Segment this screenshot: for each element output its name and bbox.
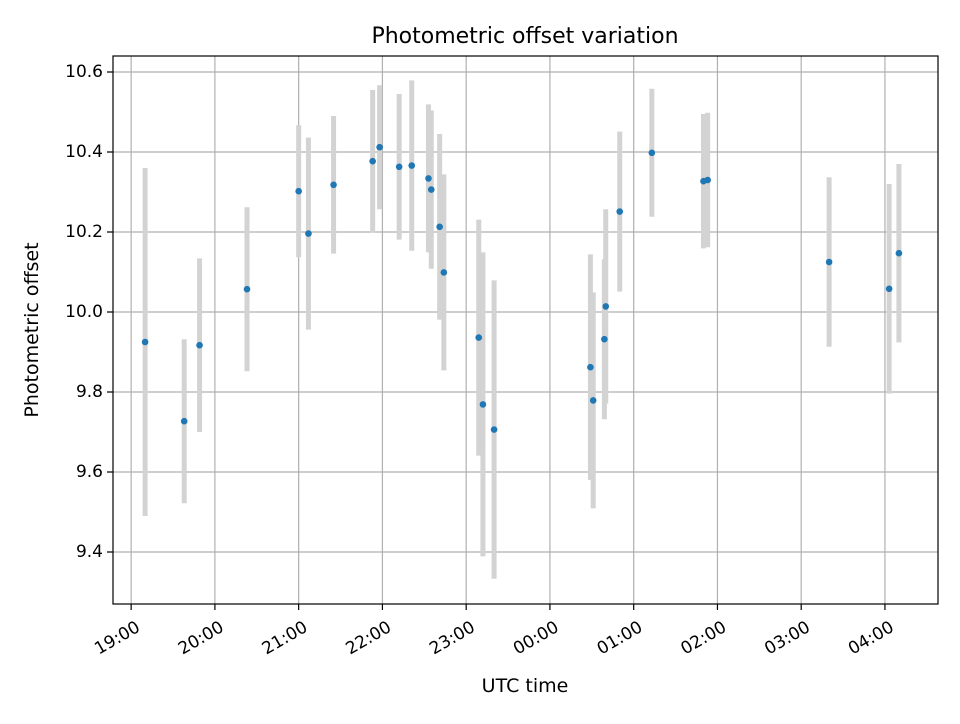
data-point — [408, 162, 416, 169]
data-point — [427, 186, 435, 193]
data-point — [648, 149, 656, 157]
data-point — [305, 230, 312, 237]
data-point — [180, 417, 188, 425]
y-axis-ticks: 9.4 9.6 9.8 10.0 10.2 10.4 10.6 — [65, 62, 113, 562]
data-point — [196, 341, 203, 349]
data-point — [589, 397, 597, 404]
x-axis-label: UTC time — [482, 675, 569, 697]
y-tick-label: 9.6 — [76, 462, 103, 482]
y-tick-label: 10.2 — [65, 222, 103, 242]
data-point — [490, 426, 498, 433]
y-tick-label: 10.4 — [65, 142, 103, 162]
data-point — [369, 157, 376, 165]
data-point — [895, 249, 903, 257]
data-points — [141, 143, 903, 433]
data-point — [436, 223, 443, 231]
data-point — [479, 401, 487, 408]
y-tick-label: 9.4 — [76, 542, 103, 562]
y-tick-label: 10.0 — [65, 302, 103, 322]
data-point — [587, 363, 594, 371]
data-point — [330, 181, 337, 189]
data-point — [295, 187, 302, 195]
data-point — [243, 285, 251, 293]
y-tick-label: 9.8 — [76, 382, 103, 402]
data-point — [395, 163, 403, 171]
data-point — [825, 258, 833, 266]
data-point — [141, 338, 149, 346]
data-point — [616, 208, 624, 215]
data-point — [376, 143, 383, 151]
data-point — [602, 303, 610, 310]
data-point — [475, 334, 483, 341]
y-axis-label: Photometric offset — [21, 242, 43, 417]
data-point — [440, 269, 448, 276]
chart-title: Photometric offset variation — [371, 24, 678, 49]
data-point — [704, 176, 711, 184]
y-tick-label: 10.6 — [65, 62, 103, 82]
data-point — [601, 335, 608, 343]
plot-area-frame — [112, 55, 939, 605]
data-point — [425, 175, 432, 182]
data-point — [885, 285, 893, 293]
